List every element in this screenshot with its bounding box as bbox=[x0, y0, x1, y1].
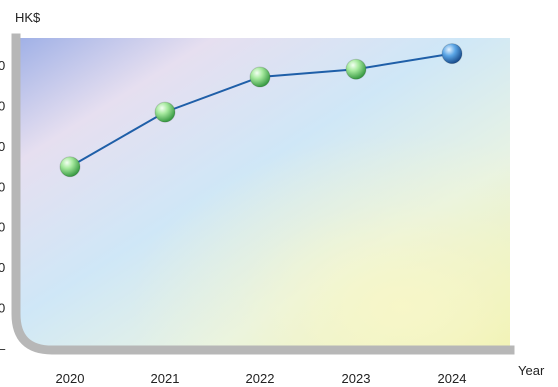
data-point bbox=[249, 66, 271, 88]
y-tick-label: 0 bbox=[0, 139, 5, 154]
x-axis-label: Year bbox=[518, 363, 545, 378]
series-group bbox=[59, 43, 463, 178]
x-tick-label: 2023 bbox=[342, 371, 371, 386]
y-ticks: 0 0 0 0 0 0 0 – bbox=[0, 58, 6, 356]
y-tick-label: 0 bbox=[0, 58, 5, 73]
y-tick-label: 0 bbox=[0, 301, 5, 316]
y-axis-label: HK$ bbox=[15, 10, 41, 25]
data-point bbox=[345, 58, 367, 80]
x-tick-label: 2022 bbox=[246, 371, 275, 386]
plot-frame bbox=[11, 33, 515, 355]
y-tick-label: 0 bbox=[0, 179, 5, 194]
x-tick-label: 2021 bbox=[151, 371, 180, 386]
x-tick-label: 2020 bbox=[56, 371, 85, 386]
plot-background bbox=[16, 38, 510, 350]
data-point bbox=[59, 156, 81, 178]
y-tick-label: – bbox=[0, 341, 6, 356]
y-tick-label: 0 bbox=[0, 220, 5, 235]
data-point bbox=[441, 43, 463, 65]
x-tick-label: 2024 bbox=[438, 371, 467, 386]
y-tick-label: 0 bbox=[0, 98, 5, 113]
y-tick-label: 0 bbox=[0, 260, 5, 275]
data-point bbox=[154, 101, 176, 123]
x-ticks: 2020 2021 2022 2023 2024 bbox=[56, 371, 467, 386]
